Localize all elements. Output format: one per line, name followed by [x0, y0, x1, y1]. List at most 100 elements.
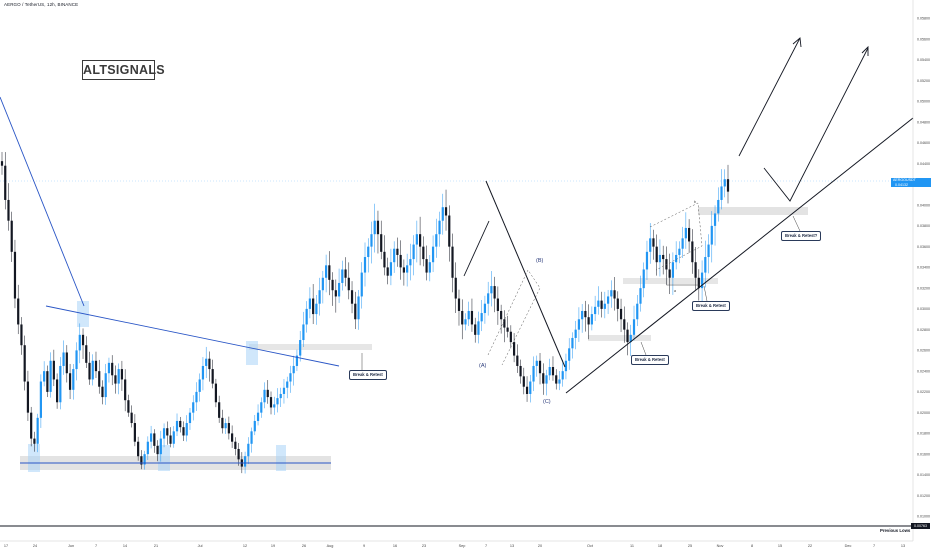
candle-body [720, 186, 723, 200]
candle-body [269, 397, 273, 408]
x-tick-label: 14 [123, 544, 127, 548]
candle-body [299, 340, 302, 356]
x-tick-label: 16 [393, 544, 397, 548]
candle-body [120, 369, 124, 380]
candle-body [451, 246, 454, 278]
candle-body [603, 303, 606, 309]
y-tick-label: 0.03200 [917, 286, 930, 290]
candle-body [33, 438, 36, 444]
candle-body [94, 360, 98, 372]
retest-zone-2 [588, 335, 651, 341]
wave-label-b: (B) [536, 258, 544, 264]
price-tag-time: 00:15:00 [915, 187, 929, 191]
x-tick-label: 8 [751, 544, 753, 548]
candle-body [218, 402, 221, 418]
candle-body [55, 379, 59, 403]
x-tick-label: 13 [510, 544, 514, 548]
candle-body [704, 257, 707, 273]
candle-body [600, 300, 603, 309]
candle-body [723, 179, 726, 187]
candle-body [581, 310, 584, 320]
candle-body [91, 360, 94, 380]
candle-body [538, 360, 542, 374]
candle-body [88, 362, 91, 380]
candle-body [195, 391, 198, 403]
candle-body [253, 420, 256, 432]
candle-body [137, 441, 140, 457]
candle-body [117, 369, 120, 384]
candle-body [590, 314, 593, 325]
candle-body [46, 371, 49, 392]
candle-body [354, 303, 357, 320]
candle-body [357, 296, 360, 320]
y-tick-label: 0.03800 [917, 224, 930, 228]
callout-break-retest-1: Break & Retest [349, 370, 387, 380]
candle-body [642, 269, 645, 289]
x-tick-label: 11 [630, 544, 634, 548]
downtrend-line [0, 96, 85, 307]
candle-body [286, 381, 289, 388]
candle-body [321, 277, 324, 291]
retest-zone-1 [249, 344, 372, 350]
highlight-box-1 [28, 444, 40, 472]
y-tick-label: 0.05400 [917, 58, 930, 62]
previous-lows-label: Previous Lows [880, 528, 911, 533]
candle-body [639, 288, 642, 304]
candle-body [564, 360, 568, 372]
x-tick-label: Sep [459, 544, 466, 548]
candle-body [428, 262, 431, 273]
candle-body [584, 310, 587, 318]
x-tick-label: 12 [243, 544, 247, 548]
candle-body [684, 227, 687, 239]
y-tick-label: 0.04800 [917, 120, 930, 124]
candle-body [529, 381, 532, 394]
candle-body [500, 310, 503, 320]
candle-body [509, 331, 512, 343]
y-tick-label: 0.05200 [917, 79, 930, 83]
candle-body [334, 290, 337, 297]
candle-body [104, 373, 107, 398]
candle-body [422, 246, 425, 260]
candle-body [406, 265, 409, 273]
candle-body [13, 251, 17, 299]
highlight-box-5 [246, 341, 258, 365]
candle-body [367, 246, 370, 258]
candle-body [512, 342, 516, 356]
candle-body [159, 438, 162, 455]
candle-body [62, 352, 65, 366]
candle-body [431, 246, 435, 263]
abc-trend-line [485, 180, 566, 368]
chart-header: AERGO / TetherUS, 12h, BINANCE [4, 2, 79, 7]
candle-body [503, 319, 506, 328]
candle-body [85, 345, 88, 363]
x-tick-label: 7 [95, 544, 97, 548]
candle-body [691, 241, 694, 263]
candle-body [594, 306, 597, 315]
candle-body [551, 366, 555, 376]
candle-body [409, 259, 412, 266]
x-tick-label: 21 [154, 544, 158, 548]
candle-body [399, 254, 402, 268]
y-tick-label: 0.04600 [917, 141, 930, 145]
candle-body [59, 365, 62, 403]
candle-body [542, 373, 545, 384]
candle-body [386, 267, 389, 276]
candle-body [493, 286, 496, 299]
y-tick-label: 0.02800 [917, 328, 930, 332]
rising-support-line [565, 117, 914, 394]
candle-body [289, 373, 292, 382]
x-tick-label: 7 [485, 544, 487, 548]
candle-body [315, 303, 318, 315]
candle-body [182, 427, 185, 436]
candle-body [166, 428, 169, 436]
candle-body [149, 433, 153, 442]
candle-body [652, 238, 655, 247]
candle-body [726, 179, 730, 192]
candle-body [467, 310, 470, 320]
candle-body [221, 417, 224, 429]
candle-body [227, 423, 230, 434]
y-tick-label: 0.02400 [917, 369, 930, 373]
candle-body [211, 369, 214, 384]
